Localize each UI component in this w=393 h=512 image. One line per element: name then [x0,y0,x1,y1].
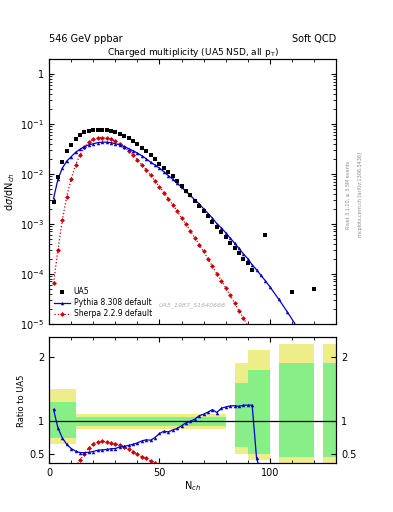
UA5 [188,193,193,199]
UA5 [100,126,105,133]
Pythia 8.308 default [312,351,316,357]
UA5 [148,152,153,158]
UA5 [223,234,228,240]
UA5 [82,129,87,135]
UA5 [108,127,113,134]
UA5 [73,136,78,142]
UA5 [144,148,149,155]
UA5 [197,203,202,209]
Pythia 8.308 default [100,139,105,145]
Pythia 8.308 default [303,336,307,343]
UA5 [241,255,246,262]
UA5 [51,199,56,205]
Text: 546 GeV ppbar: 546 GeV ppbar [49,33,123,44]
UA5 [104,127,109,133]
Pythia 8.308 default [51,196,56,202]
Text: Rivet 3.1.10, ≥ 3.5M events: Rivet 3.1.10, ≥ 3.5M events [346,160,351,229]
Pythia 8.308 default [268,284,272,290]
UA5 [170,173,175,179]
Pythia 8.308 default [113,141,118,147]
Sherpa 2.2.9 default [268,361,272,368]
Title: Charged multiplicity (UA5 NSD, all p$_\mathregular{T}$): Charged multiplicity (UA5 NSD, all p$_\m… [107,46,279,59]
UA5 [193,198,197,204]
UA5 [175,178,180,184]
UA5 [153,156,158,162]
UA5 [60,159,65,165]
Sherpa 2.2.9 default [95,135,100,141]
UA5 [91,127,95,133]
Text: mcplots.cern.ch [arXiv:1306.3436]: mcplots.cern.ch [arXiv:1306.3436] [358,152,363,237]
UA5 [78,132,83,138]
UA5 [215,223,219,229]
UA5 [219,229,224,235]
Text: Soft QCD: Soft QCD [292,33,336,44]
UA5 [69,142,73,148]
UA5 [184,187,188,194]
UA5 [130,138,135,144]
Line: Sherpa 2.2.9 default: Sherpa 2.2.9 default [52,136,316,448]
Sherpa 2.2.9 default [113,138,118,144]
UA5 [228,240,232,246]
Pythia 8.308 default [78,146,83,153]
UA5 [263,232,268,238]
UA5 [166,168,171,175]
UA5 [140,145,144,151]
Sherpa 2.2.9 default [312,443,316,450]
UA5 [210,219,215,225]
Line: UA5: UA5 [51,127,316,294]
Sherpa 2.2.9 default [303,426,307,433]
Sherpa 2.2.9 default [144,167,149,173]
Pythia 8.308 default [144,156,149,162]
UA5 [55,174,60,180]
Text: UA5_1987_S1640666: UA5_1987_S1640666 [159,302,226,308]
Y-axis label: d$\sigma$/dN$_{ch}$: d$\sigma$/dN$_{ch}$ [4,172,17,210]
UA5 [232,245,237,251]
UA5 [250,267,255,273]
UA5 [162,165,166,171]
Pythia 8.308 default [95,140,100,146]
UA5 [157,161,162,167]
Line: Pythia 8.308 default: Pythia 8.308 default [52,140,316,355]
UA5 [201,208,206,214]
UA5 [118,131,122,137]
UA5 [95,127,100,133]
Legend: UA5, Pythia 8.308 default, Sherpa 2.2.9 default: UA5, Pythia 8.308 default, Sherpa 2.2.9 … [53,286,153,320]
Y-axis label: Ratio to UA5: Ratio to UA5 [17,374,26,426]
UA5 [122,133,127,139]
Sherpa 2.2.9 default [78,152,83,158]
Sherpa 2.2.9 default [51,280,56,286]
UA5 [179,183,184,189]
UA5 [113,129,118,135]
UA5 [245,261,250,267]
UA5 [206,214,210,220]
UA5 [312,286,316,292]
UA5 [135,141,140,147]
UA5 [126,135,131,141]
UA5 [290,289,294,295]
UA5 [86,127,91,134]
UA5 [237,250,241,256]
UA5 [64,148,69,155]
X-axis label: N$_{ch}$: N$_{ch}$ [184,480,201,494]
Sherpa 2.2.9 default [100,135,105,141]
